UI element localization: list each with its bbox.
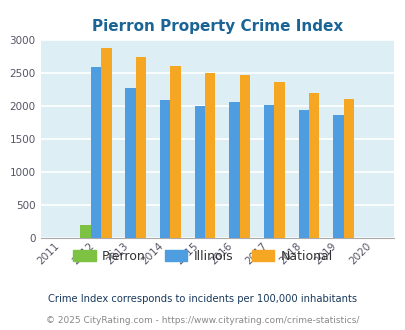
Bar [170, 66, 180, 238]
Bar [160, 100, 170, 238]
Bar [239, 75, 249, 238]
Text: Crime Index corresponds to incidents per 100,000 inhabitants: Crime Index corresponds to incidents per… [48, 294, 357, 304]
Bar [125, 88, 136, 238]
Title: Pierron Property Crime Index: Pierron Property Crime Index [92, 19, 342, 34]
Bar [101, 48, 111, 238]
Bar [263, 105, 274, 238]
Bar [274, 82, 284, 238]
Bar [333, 115, 343, 238]
Bar [205, 73, 215, 238]
Bar [80, 225, 91, 238]
Bar [91, 67, 101, 238]
Bar [343, 99, 353, 238]
Bar [229, 102, 239, 238]
Bar [136, 57, 146, 238]
Legend: Pierron, Illinois, National: Pierron, Illinois, National [68, 245, 337, 268]
Bar [308, 93, 319, 238]
Bar [194, 106, 205, 238]
Bar [298, 110, 308, 238]
Text: © 2025 CityRating.com - https://www.cityrating.com/crime-statistics/: © 2025 CityRating.com - https://www.city… [46, 316, 359, 325]
